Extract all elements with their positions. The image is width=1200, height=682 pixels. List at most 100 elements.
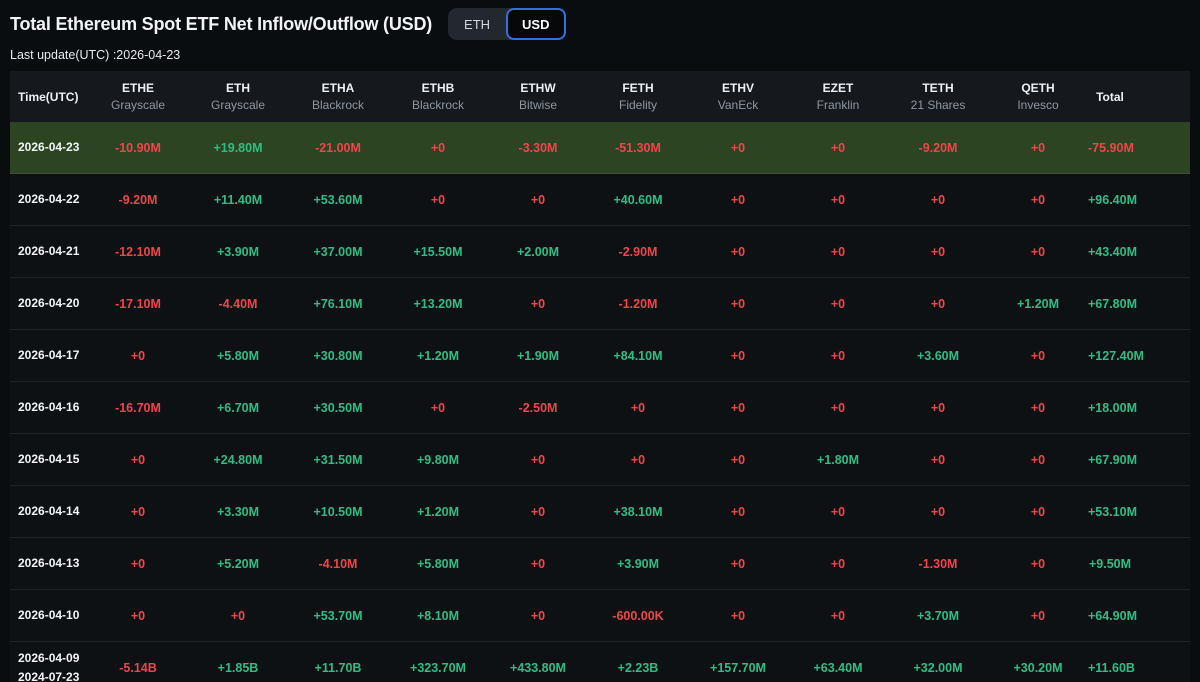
flow-value-cell: +8.10M [416,608,460,623]
total-value-cell: +127.40M [1088,348,1144,363]
flow-value-cell: +53.70M [313,608,363,623]
ticker-label: ETHA [321,81,355,95]
flow-value-cell: +37.00M [313,244,363,259]
total-value-cell: +64.90M [1088,608,1137,623]
flow-value-cell: +0 [1030,452,1046,467]
flow-value-cell: +0 [730,192,746,207]
col-header-ethv: ETHV VanEck [688,71,788,122]
flow-value-cell: -12.10M [115,244,161,259]
ticker-label: ETHW [520,81,556,95]
table-row: 2026-04-17 +0 +5.80M +30.80M +1.20M +1.90M +84… [10,330,1190,382]
flow-value-cell: +0 [430,192,446,207]
col-header-etha: ETHA Blackrock [288,71,388,122]
flow-value-cell: +53.60M [313,192,363,207]
total-header-label: Total [1096,89,1124,104]
total-value-cell: +53.10M [1088,504,1137,519]
total-value-cell: +11.60B [1088,660,1135,675]
flow-value-cell: +0 [130,608,146,623]
flow-value-cell: +0 [130,504,146,519]
table-row: 2026-04-14 +0 +3.30M +10.50M +1.20M +0 +38.10M… [10,486,1190,538]
flow-value-cell: +0 [530,504,546,519]
flow-value-cell: +19.80M [213,140,263,155]
flow-value-cell: +40.60M [613,192,663,207]
flow-value-cell: +0 [1030,140,1046,155]
flow-value-cell: -4.10M [318,556,358,571]
date-cell: 2026-04-14 [10,502,88,521]
date-cell: 2026-04-22 [10,190,88,209]
flow-value-cell: +3.90M [216,244,260,259]
flow-value-cell: -1.30M [918,556,958,571]
toggle-eth-button[interactable]: ETH [448,8,506,40]
col-header-feth: FETH Fidelity [588,71,688,122]
flow-value-cell: +0 [1030,556,1046,571]
date-line: 2026-04-15 [18,452,80,467]
flow-value-cell: -2.50M [518,400,558,415]
flow-value-cell: +5.80M [216,348,260,363]
flow-value-cell: +0 [830,140,846,155]
date-line: 2026-04-14 [18,504,80,519]
date-cell: 2026-04-20 [10,294,88,313]
flow-value-cell: +323.70M [410,660,466,675]
date-cell: 2026-04-16 [10,398,88,417]
flow-value-cell: +0 [1030,192,1046,207]
flow-value-cell: +0 [530,452,546,467]
issuer-label: VanEck [717,98,759,112]
flow-value-cell: +0 [1030,348,1046,363]
flow-value-cell: +30.20M [1013,660,1063,675]
col-header-eth: ETH Grayscale [188,71,288,122]
date-cell: 2026-04-15 [10,450,88,469]
flow-value-cell: -9.20M [118,192,158,207]
issuer-label: Blackrock [411,98,464,112]
date-line: 2026-04-09 [18,650,80,665]
ticker-label: ETHV [721,81,754,95]
flow-value-cell: +0 [930,400,946,415]
flow-value-cell: +5.80M [416,556,460,571]
flow-value-cell: -9.20M [918,140,958,155]
date-cell: 2026-04-10 [10,606,88,625]
table-row: 2026-04-20 -17.10M -4.40M +76.10M +13.20M +0 -… [10,278,1190,330]
issuer-label: Franklin [816,98,860,112]
flow-value-cell: +31.50M [313,452,363,467]
flow-value-cell: +30.50M [313,400,363,415]
flow-value-cell: +0 [730,504,746,519]
flow-value-cell: -10.90M [115,140,161,155]
flow-value-cell: +3.30M [216,504,260,519]
date-line: 2026-04-22 [18,192,80,207]
table-row: 2026-04-16 -16.70M +6.70M +30.50M +0 -2.50M +0… [10,382,1190,434]
flow-value-cell: +0 [130,452,146,467]
flow-value-cell: +3.60M [916,348,960,363]
flow-value-cell: +0 [730,140,746,155]
flow-value-cell: +433.80M [510,660,566,675]
flow-value-cell: +11.40M [213,192,263,207]
flow-value-cell: +0 [930,244,946,259]
flow-value-cell: +1.80M [816,452,860,467]
flow-value-cell: +0 [730,452,746,467]
toggle-usd-button[interactable]: USD [506,8,566,40]
flow-value-cell: +0 [630,452,646,467]
flow-value-cell: +0 [1030,400,1046,415]
flow-value-cell: -5.14B [119,660,157,675]
flow-value-cell: +3.90M [616,556,660,571]
flow-value-cell: +0 [830,244,846,259]
flow-value-cell: +0 [730,400,746,415]
table-header-row: Time(UTC) ETHE Grayscale ETH Grayscale ETHA Bl… [10,71,1190,122]
flow-value-cell: +0 [730,348,746,363]
total-value-cell: +18.00M [1088,400,1137,415]
flow-value-cell: +0 [830,192,846,207]
date-cell: 2026-04-09 2024-07-23 [10,649,88,682]
flow-value-cell: +0 [530,608,546,623]
flow-value-cell: +157.70M [710,660,766,675]
flow-value-cell: +0 [1030,504,1046,519]
flow-value-cell: +6.70M [216,400,260,415]
flow-value-cell: +5.20M [216,556,260,571]
col-header-ethw: ETHW Bitwise [488,71,588,122]
flow-value-cell: +0 [730,244,746,259]
flow-value-cell: +76.10M [313,296,363,311]
col-header-teth: TETH 21 Shares [888,71,988,122]
date-line: 2026-04-21 [18,244,80,259]
flow-value-cell: +0 [530,192,546,207]
flow-value-cell: +0 [730,556,746,571]
issuer-label: Grayscale [210,98,266,112]
flow-value-cell: -16.70M [115,400,161,415]
table-row: 2026-04-09 2024-07-23 -5.14B +1.85B +11.70B +… [10,642,1190,682]
